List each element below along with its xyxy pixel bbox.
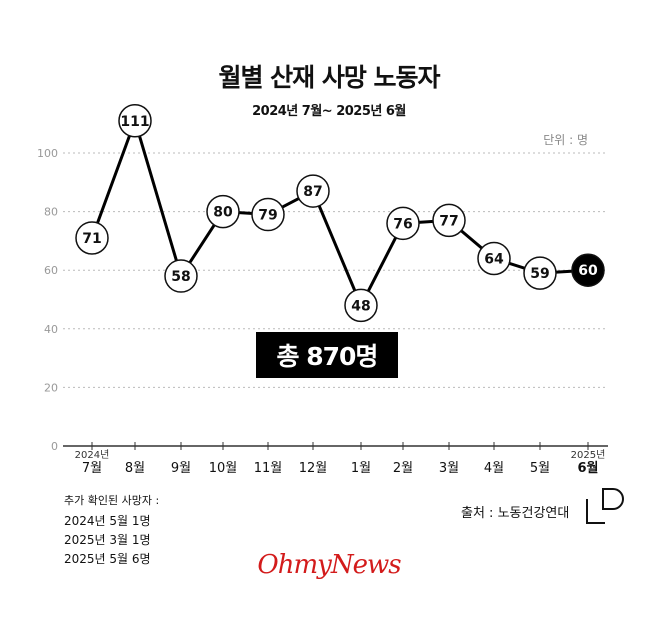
data-point-marker	[477, 241, 511, 276]
brand-logo: OhmyNews	[257, 550, 401, 580]
data-point-label: 58	[171, 269, 190, 285]
x-tick-label: 12월	[299, 461, 328, 476]
data-point-label: 59	[530, 266, 549, 282]
x-tick-label: 5월	[530, 461, 550, 476]
x-year-label: 2025년	[571, 449, 606, 461]
source-label: 출처 : 노동건강연대	[461, 506, 570, 521]
data-point-marker	[523, 256, 557, 290]
data-point-marker	[432, 203, 466, 238]
x-tick-label: 11월	[254, 461, 283, 476]
x-tick-label: 7월	[82, 461, 102, 476]
y-axis-ticks: 0 20 40 60 80 100	[37, 147, 58, 453]
y-tick-label: 0	[51, 440, 58, 453]
data-point-marker	[206, 194, 240, 229]
data-point-label: 79	[258, 208, 277, 224]
x-axis: 7월 8월 9월 10월 11월 12월 1월 2월 3월 4월 5월 6월 2024년 2025년	[63, 442, 608, 476]
chart-title: 월별 산재 사망 노동자	[218, 63, 440, 92]
data-point-marker	[118, 104, 152, 138]
note-header: 추가 확인된 사망자 :	[64, 494, 160, 507]
y-tick-label: 60	[44, 264, 58, 277]
y-tick-label: 80	[44, 206, 58, 219]
x-tick-label: 1월	[351, 461, 371, 476]
data-point-label: 71	[82, 231, 101, 247]
y-tick-label: 40	[44, 323, 58, 336]
note-line: 2024년 5월 1명	[64, 514, 151, 528]
x-tick-label: 8월	[125, 461, 145, 476]
data-point-label: 77	[439, 213, 458, 229]
publisher-logo-icon	[586, 488, 624, 524]
x-tick-label: 4월	[484, 461, 504, 476]
data-point-label: 48	[351, 298, 370, 314]
data-point-marker	[386, 206, 420, 241]
data-points: 71 111 58 80 79 87 48 76 77 64 59 60	[75, 104, 605, 323]
note-line: 2025년 5월 6명	[64, 552, 151, 566]
data-point-marker	[251, 197, 285, 232]
x-tick-label: 3월	[439, 461, 459, 476]
data-point-marker	[164, 259, 198, 293]
data-point-label: 87	[303, 184, 322, 200]
y-tick-label: 100	[37, 147, 58, 160]
grid-lines	[63, 152, 608, 388]
data-point-marker	[571, 253, 605, 287]
data-point-label: 80	[213, 205, 233, 221]
x-tick-label: 9월	[171, 461, 191, 476]
y-tick-label: 20	[44, 381, 58, 394]
data-point-label: 60	[578, 263, 598, 279]
data-point-marker	[296, 174, 330, 208]
x-tick-label: 6월	[577, 460, 598, 476]
data-point-marker	[344, 288, 378, 323]
unit-label: 단위 : 명	[543, 133, 588, 147]
data-point-marker	[75, 221, 109, 255]
x-tick-label: 10월	[209, 461, 238, 476]
x-tick-label: 2월	[393, 461, 413, 476]
chart-subtitle: 2024년 7월~ 2025년 6월	[252, 104, 406, 119]
additional-deaths-note: 추가 확인된 사망자 : 2024년 5월 1명 2025년 3월 1명 202…	[64, 491, 159, 569]
x-year-label: 2024년	[75, 449, 110, 461]
total-badge: 총 870명	[256, 332, 398, 378]
note-line: 2025년 3월 1명	[64, 533, 151, 547]
data-point-label: 64	[484, 251, 504, 267]
data-point-label: 111	[120, 114, 149, 130]
data-point-label: 76	[393, 216, 412, 232]
